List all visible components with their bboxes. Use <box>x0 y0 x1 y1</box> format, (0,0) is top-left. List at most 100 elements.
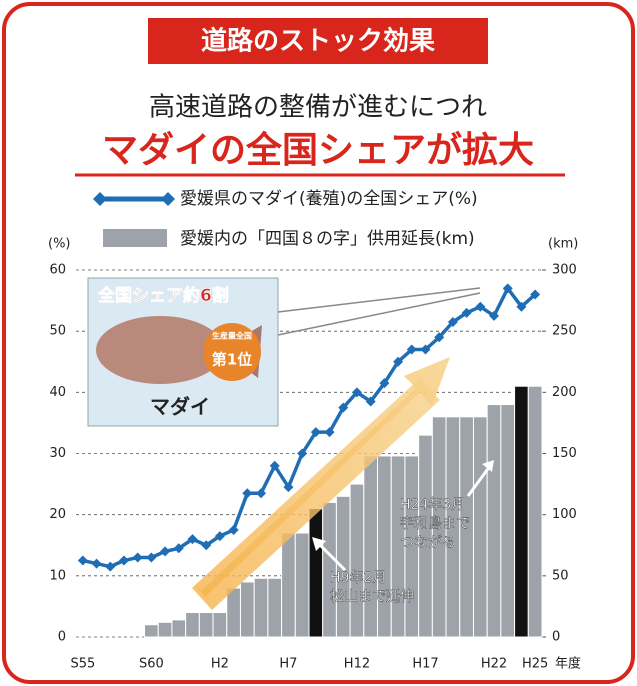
y-unit: (%) <box>48 237 71 252</box>
y-tick-label: 0 <box>58 630 66 645</box>
bar <box>157 621 173 638</box>
bar <box>267 577 283 638</box>
line-marker <box>269 460 280 471</box>
line-marker <box>118 555 129 566</box>
line-marker <box>365 396 376 407</box>
bar <box>212 612 228 638</box>
line-marker <box>201 540 212 551</box>
trend-arrow-body <box>192 378 440 610</box>
line-marker <box>228 524 239 535</box>
chart-subtitle: マダイの全国シェアが拡大 <box>102 129 534 171</box>
bar <box>253 577 269 638</box>
bar <box>363 455 379 638</box>
x-tick-label: H7 <box>279 657 297 672</box>
badge-text: 生産量全国 <box>212 331 252 341</box>
x-tick-label: H25 <box>522 657 548 672</box>
bar <box>527 385 543 638</box>
y2-tick-label: 100 <box>552 507 577 522</box>
x-tick-label: S60 <box>139 657 164 672</box>
annotation-arrowhead <box>312 537 326 551</box>
line-marker <box>242 488 253 499</box>
x-tick-label: H12 <box>344 657 370 672</box>
line-marker <box>256 488 267 499</box>
x-tick-label: H2 <box>211 657 229 672</box>
bar <box>171 619 187 638</box>
line-marker <box>420 344 431 355</box>
y-tick-label: 10 <box>49 568 66 583</box>
bar <box>486 404 502 638</box>
legend-label: 愛媛内の「四国８の字」供用延長(km) <box>180 229 475 249</box>
annotation-arrow <box>316 541 347 572</box>
line-marker <box>310 427 321 438</box>
y2-unit: (km) <box>548 237 578 252</box>
line-marker <box>187 534 198 545</box>
x-tick-label: S55 <box>70 657 95 672</box>
line-marker <box>434 332 445 343</box>
bar <box>226 587 241 638</box>
line-marker <box>283 482 294 493</box>
line-marker <box>338 402 349 413</box>
y2-tick-label: 0 <box>552 630 560 645</box>
line-marker <box>461 307 472 318</box>
badge-text: 第1位 <box>212 351 252 369</box>
bar <box>308 508 324 638</box>
badge <box>203 323 261 381</box>
line-marker <box>146 552 157 563</box>
x-tick-label: H17 <box>412 657 438 672</box>
inset-name: マダイ <box>150 395 210 419</box>
line-marker <box>132 552 143 563</box>
line-marker <box>324 427 335 438</box>
annotation: 宇和島まで <box>400 516 470 532</box>
bar <box>239 581 255 638</box>
line-marker <box>475 301 486 312</box>
bar <box>144 624 159 638</box>
y-tick-label: 20 <box>49 507 66 522</box>
y-tick-label: 40 <box>49 385 66 400</box>
annotation-arrowhead <box>482 460 494 472</box>
line-marker <box>379 378 390 389</box>
legend-marker <box>93 192 107 206</box>
line-marker <box>516 301 527 312</box>
annotation: H9年2月 <box>330 570 386 586</box>
banner: 道路のストック効果 <box>201 26 435 57</box>
y2-tick-label: 300 <box>552 263 577 278</box>
line-marker <box>406 344 417 355</box>
inset-caption: 全国シェア約6割 <box>97 285 229 306</box>
bar <box>294 532 310 638</box>
y-tick-label: 50 <box>49 324 66 339</box>
y2-tick-label: 150 <box>552 446 577 461</box>
line-marker <box>351 387 362 398</box>
fish-photo <box>96 316 224 384</box>
bar <box>349 483 365 638</box>
bar <box>514 385 529 638</box>
pointer <box>277 287 481 313</box>
line-marker <box>214 531 225 542</box>
line-marker <box>489 310 500 321</box>
annotation: つながる <box>400 535 456 551</box>
bar <box>500 404 516 638</box>
bar <box>185 612 200 638</box>
line-marker <box>77 555 88 566</box>
bar <box>281 532 296 638</box>
chart-title: 高速道路の整備が進むにつれ <box>149 93 487 123</box>
x-unit: 年度 <box>555 656 581 672</box>
line-marker <box>530 289 541 300</box>
x-tick-label: H22 <box>481 657 507 672</box>
annotation: 松山まで延伸 <box>330 589 414 605</box>
bar <box>377 455 392 638</box>
line-marker <box>297 448 308 459</box>
banner-box <box>148 18 488 64</box>
line-marker <box>173 543 184 554</box>
annotation-arrow <box>466 465 492 497</box>
bar <box>472 416 488 638</box>
line-marker <box>393 356 404 367</box>
y2-tick-label: 200 <box>552 385 577 400</box>
y-tick-label: 60 <box>49 263 66 278</box>
legend-marker <box>161 192 175 206</box>
pointer <box>277 292 481 336</box>
annotation: H24年3月 <box>400 497 465 513</box>
line <box>82 285 537 569</box>
line-marker <box>91 558 102 569</box>
legend-label: 愛媛県のマダイ(養殖)の全国シェア(%) <box>180 189 478 209</box>
